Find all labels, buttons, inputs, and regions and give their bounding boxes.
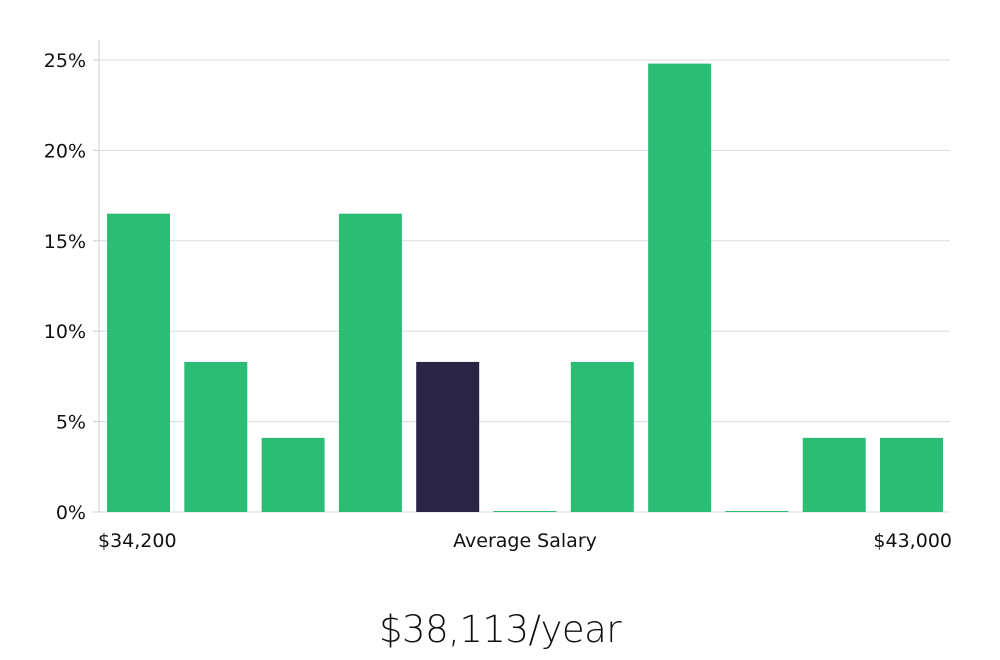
bars: [107, 63, 943, 513]
bar: [338, 213, 402, 512]
y-tick-label: 10%: [44, 321, 86, 343]
x-min-label: $34,200: [98, 530, 177, 552]
bar: [802, 437, 866, 512]
x-axis-title: Average Salary: [453, 530, 597, 552]
bar: [493, 511, 557, 512]
bar: [107, 213, 170, 512]
bar: [648, 63, 712, 513]
bar: [570, 361, 634, 512]
y-tick-label: 0%: [56, 502, 86, 524]
y-tick-label: 25%: [44, 50, 86, 72]
average-salary-value: $38,113/year: [378, 608, 622, 651]
bar: [880, 437, 943, 512]
bar-highlighted: [416, 361, 480, 512]
y-tick-labels: 0% 5% 10% 15% 20% 25%: [44, 50, 86, 524]
y-tick-label: 15%: [44, 231, 86, 253]
bar: [261, 437, 325, 512]
y-tick-label: 5%: [56, 412, 86, 434]
bar: [725, 511, 789, 512]
salary-histogram: 0%5%10%15%20%25% $34,200 Average Salary …: [44, 40, 952, 552]
bar: [184, 361, 248, 512]
x-max-label: $43,000: [873, 530, 952, 552]
y-tick-label: 20%: [44, 140, 86, 162]
